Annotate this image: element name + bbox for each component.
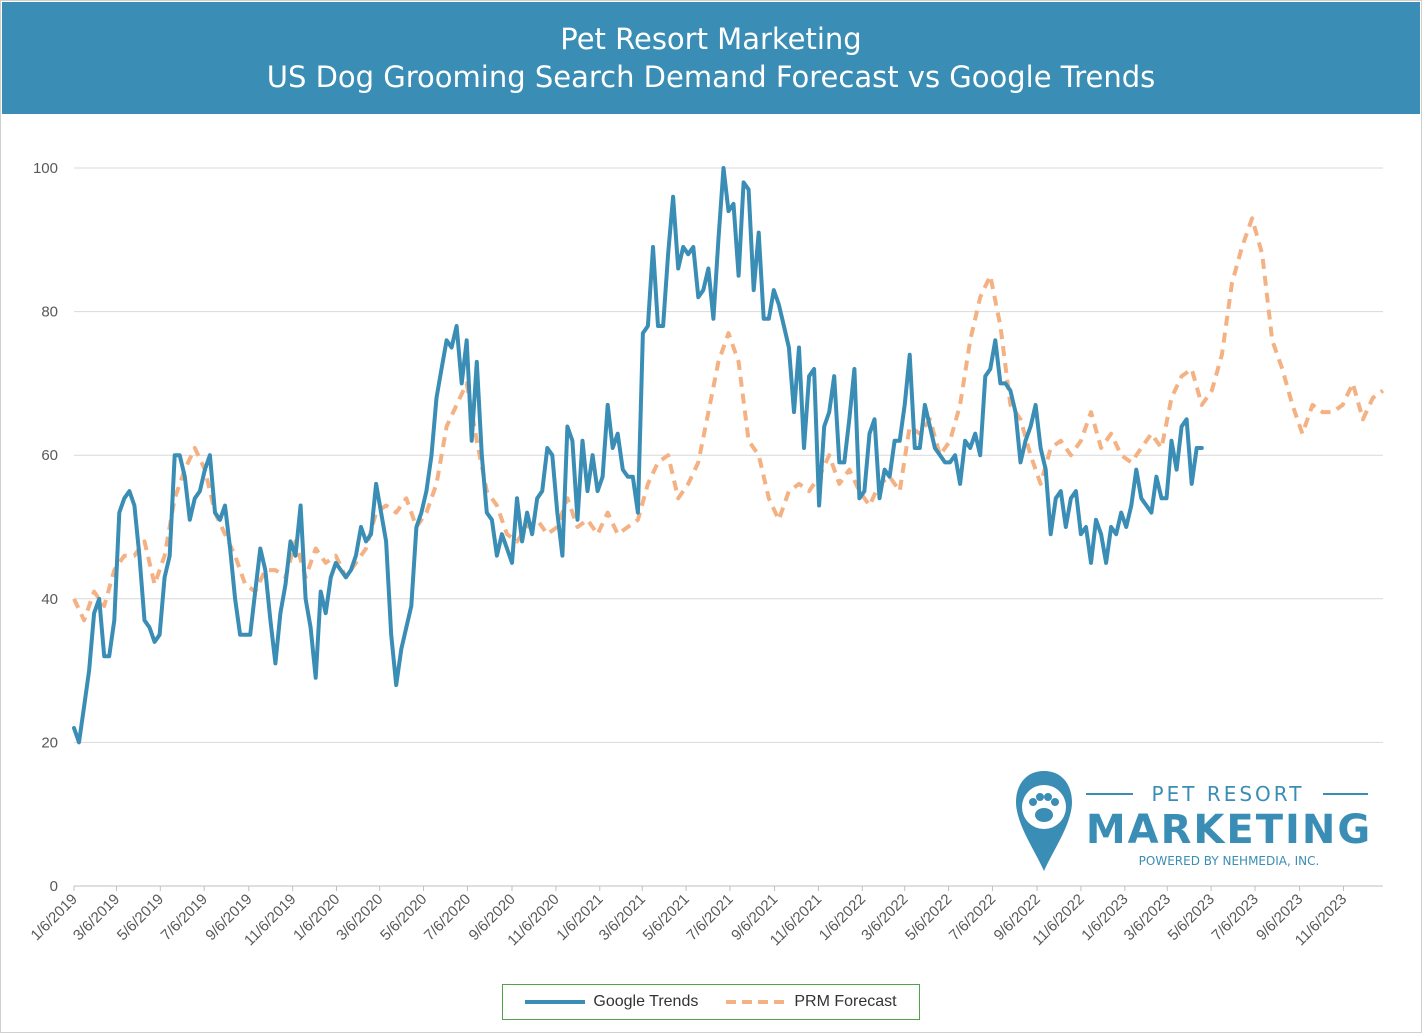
- y-tick-label: 20: [41, 734, 58, 751]
- x-tick-label: 3/6/2022: [858, 891, 911, 944]
- x-tick-label: 5/6/2022: [902, 891, 955, 944]
- legend-label-prm-forecast: PRM Forecast: [794, 993, 897, 1010]
- legend-swatch-prm-forecast: [726, 1000, 787, 1004]
- y-tick-label: 80: [41, 304, 58, 321]
- logo-line1: PET RESORT: [1152, 782, 1305, 806]
- x-tick-label: 5/6/2019: [114, 891, 167, 944]
- series-line-prm-forecast: [72, 216, 1385, 623]
- x-tick-label: 7/6/2023: [1208, 891, 1261, 944]
- x-tick-label: 3/6/2021: [596, 891, 649, 944]
- y-tick-label: 60: [41, 447, 58, 464]
- x-tick-label: 5/6/2021: [640, 891, 693, 944]
- series-line-google-trends: [72, 166, 1204, 745]
- logo-line2: MARKETING: [1086, 807, 1372, 853]
- gridlines: [74, 167, 1383, 887]
- x-tick-label: 1/6/2020: [290, 891, 343, 944]
- x-tick-label: 3/6/2019: [70, 891, 123, 944]
- x-axis-tick-labels: 1/6/20193/6/20195/6/20197/6/20199/6/2019…: [28, 886, 1350, 949]
- x-tick-label: 3/6/2020: [333, 891, 386, 944]
- x-tick-label: 3/6/2023: [1121, 891, 1174, 944]
- x-tick-label: 7/6/2020: [421, 891, 474, 944]
- pet-resort-marketing-logo: PET RESORT MARKETING POWERED BY NEHMEDIA…: [1016, 771, 1372, 871]
- paw-icon: [1022, 785, 1066, 829]
- x-tick-label: 5/6/2020: [377, 891, 430, 944]
- legend: Google Trends PRM Forecast: [502, 984, 920, 1020]
- chart-subtitle: US Dog Grooming Search Demand Forecast v…: [266, 60, 1156, 94]
- logo-line3: POWERED BY NEHMEDIA, INC.: [1139, 854, 1320, 868]
- legend-item-google-trends: Google Trends: [525, 993, 698, 1011]
- y-tick-label: 0: [50, 878, 58, 895]
- y-tick-label: 100: [33, 160, 58, 177]
- x-tick-label: 5/6/2023: [1165, 891, 1218, 944]
- legend-label-google-trends: Google Trends: [593, 993, 699, 1010]
- x-tick-label: 7/6/2019: [158, 891, 211, 944]
- title-banner: Pet Resort Marketing US Dog Grooming Sea…: [2, 2, 1420, 114]
- x-tick-label: 7/6/2021: [683, 891, 736, 944]
- legend-item-prm-forecast: PRM Forecast: [726, 993, 897, 1011]
- series-lines: [72, 166, 1385, 745]
- legend-swatch-google-trends: [525, 1000, 586, 1004]
- y-axis-tick-labels: 0 20 40 60 80 100: [33, 160, 58, 895]
- y-tick-label: 40: [41, 591, 58, 608]
- x-tick-label: 7/6/2022: [946, 891, 999, 944]
- chart-title: Pet Resort Marketing: [560, 22, 862, 56]
